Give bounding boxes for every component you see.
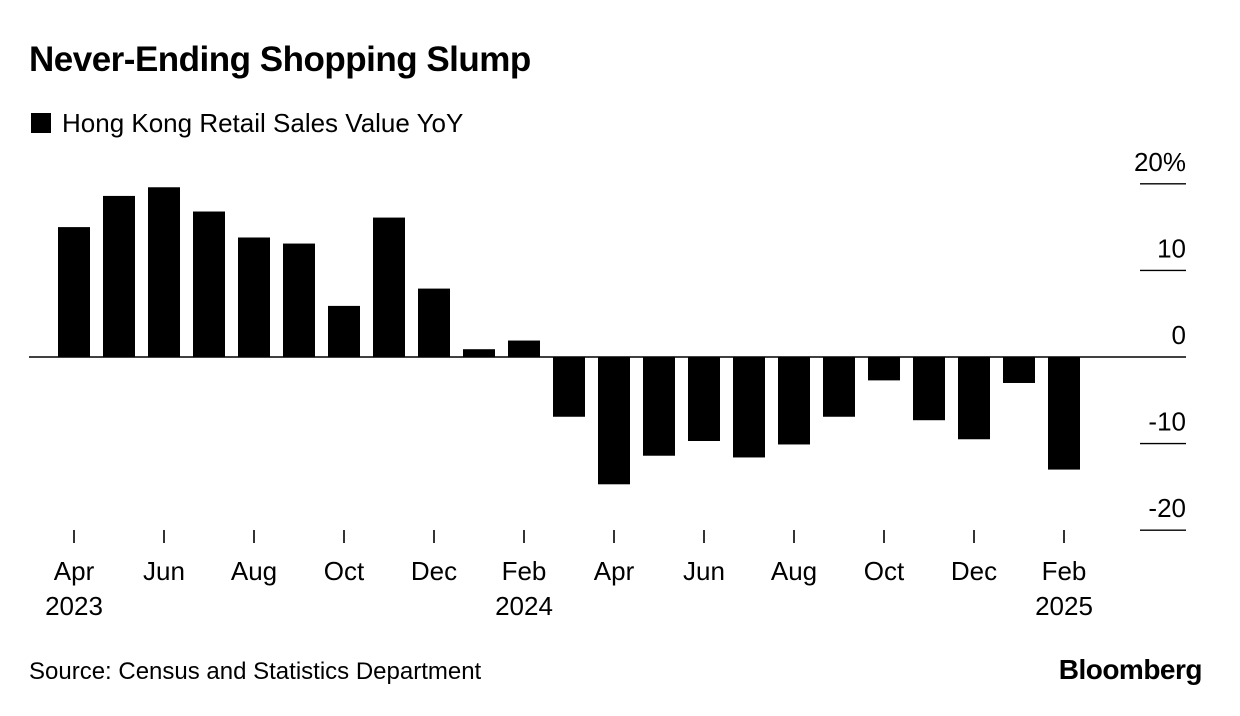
bar [283,243,315,357]
x-tick-year-label: 2023 [45,591,103,621]
bar [958,357,990,440]
legend-label: Hong Kong Retail Sales Value YoY [62,107,464,138]
bar [148,187,180,357]
bar [598,357,630,485]
x-tick-label: Dec [951,556,997,586]
bar-chart: 20% 10 0 -10 -20 Apr 2023 Jun Aug Oct Dec Feb 2024 Ap… [29,147,1186,621]
bar [688,357,720,442]
bar [463,349,495,357]
x-tick-label: Aug [771,556,817,586]
x-tick-label: Feb [502,556,547,586]
bar [553,357,585,417]
x-tick-year-label: 2025 [1035,591,1093,621]
bar [1003,357,1035,383]
bar [238,237,270,357]
x-tick-label: Oct [864,556,905,586]
x-tick-label: Aug [231,556,277,586]
bar [103,195,135,357]
bar [643,357,675,456]
y-tick-label: -10 [1148,407,1186,437]
bar [778,357,810,445]
x-tick-label: Apr [54,556,95,586]
bar [373,217,405,357]
bar [328,305,360,357]
bar [913,357,945,421]
x-tick-label: Apr [594,556,635,586]
x-tick-label: Jun [683,556,725,586]
bar [58,227,90,357]
y-tick-label: 10 [1157,233,1186,263]
bar [733,357,765,458]
x-tick-label: Jun [143,556,185,586]
bar [868,357,900,381]
x-tick-year-label: 2024 [495,591,553,621]
y-tick-label: 20% [1134,147,1186,177]
x-tick-label: Dec [411,556,457,586]
x-tick-label: Feb [1042,556,1087,586]
y-tick-label: -20 [1148,493,1186,523]
bar [193,211,225,357]
bar [1048,357,1080,470]
bar [508,340,540,357]
chart-title: Never-Ending Shopping Slump [29,40,531,79]
x-tick-label: Oct [324,556,365,586]
bar [418,288,450,357]
bloomberg-logo: Bloomberg [1058,654,1203,685]
legend: Hong Kong Retail Sales Value YoY [31,107,463,139]
y-tick-label: 0 [1172,320,1186,350]
legend-swatch [31,113,51,133]
bar [823,357,855,417]
source-note: Source: Census and Statistics Department [29,658,482,685]
